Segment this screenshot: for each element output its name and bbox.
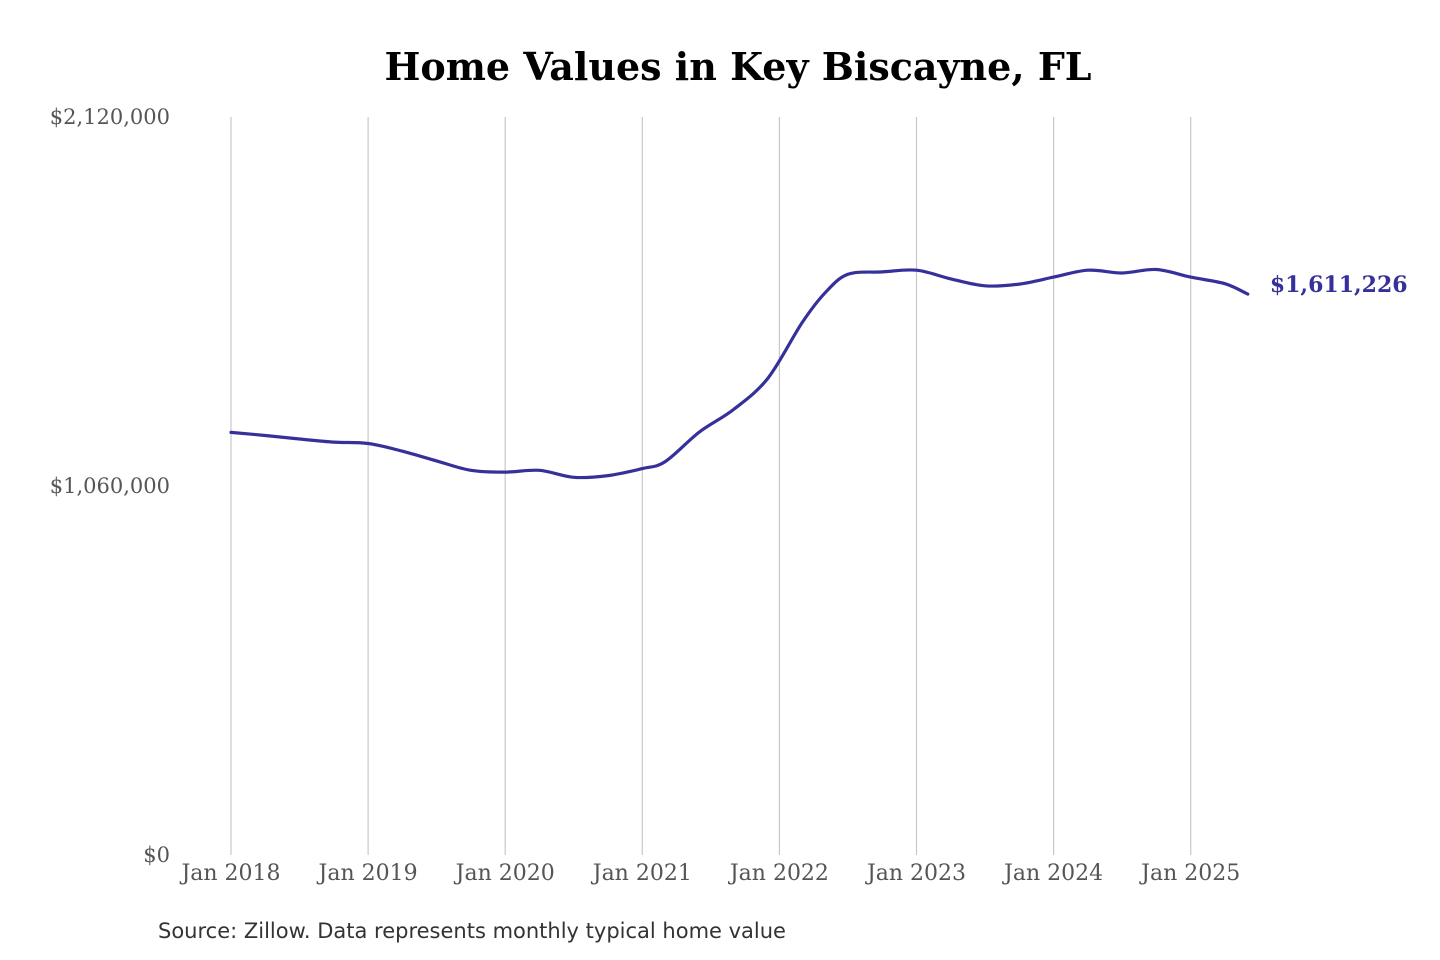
x-tick-label: Jan 2021 xyxy=(591,861,692,886)
x-tick-label: Jan 2020 xyxy=(454,861,555,886)
x-tick-label: Jan 2022 xyxy=(728,861,829,886)
grid-lines xyxy=(230,117,1192,855)
y-axis-ticks: $2,120,000 $1,060,000 $0 xyxy=(50,105,170,867)
x-tick-label: Jan 2019 xyxy=(317,861,418,886)
source-note: Source: Zillow. Data represents monthly … xyxy=(158,919,786,943)
y-tick-label: $2,120,000 xyxy=(50,105,170,129)
end-value-label: $1,611,226 xyxy=(1270,272,1408,298)
y-tick-label: $1,060,000 xyxy=(50,474,170,498)
series-layer: $1,611,226 xyxy=(229,267,1408,480)
x-tick-label: Jan 2023 xyxy=(865,861,966,886)
y-tick-label: $0 xyxy=(143,843,170,867)
x-axis-ticks: Jan 2018 Jan 2019 Jan 2020 Jan 2021 Jan 2022… xyxy=(179,861,1240,886)
chart-title: Home Values in Key Biscayne, FL xyxy=(384,44,1091,89)
series-line xyxy=(229,267,1250,480)
x-tick-label: Jan 2024 xyxy=(1002,861,1103,886)
x-tick-label: Jan 2025 xyxy=(1139,861,1240,886)
x-tick-label: Jan 2018 xyxy=(179,861,280,886)
